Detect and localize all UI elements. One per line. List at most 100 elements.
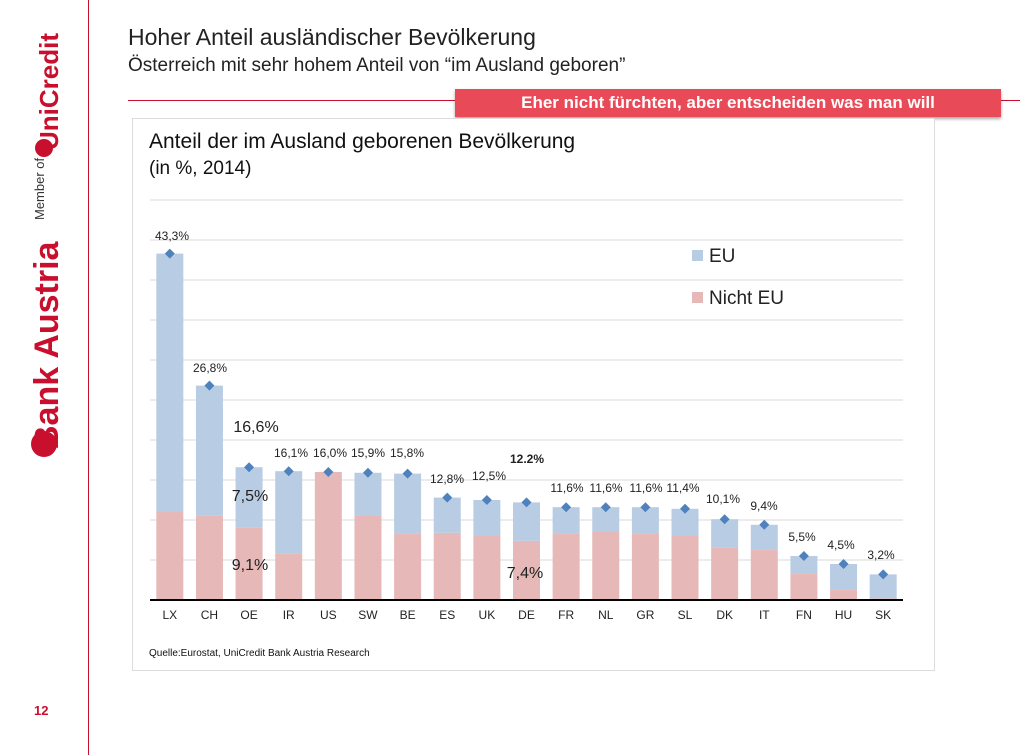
bar-segment-nicht-eu (156, 512, 184, 600)
source-note: Quelle:Eurostat, UniCredit Bank Austria … (149, 648, 370, 659)
bar-segment-nicht-eu (275, 553, 303, 600)
total-marker (640, 502, 651, 513)
total-value-label: 11,6% (589, 481, 622, 495)
bar-segment-nicht-eu (354, 516, 382, 600)
bar-segment-eu (513, 502, 540, 541)
chart-subtitle: (in %, 2014) (149, 158, 252, 179)
total-value-label: 15,9% (351, 446, 385, 460)
x-tick-label: SW (358, 608, 378, 622)
annotation-de-nicht-eu: 7,4% (507, 565, 543, 582)
side-divider-line (88, 0, 89, 755)
x-tick-label: SK (875, 608, 891, 622)
x-tick-label: ES (439, 608, 455, 622)
brand-logo: Bank Austria Member of UniCredit (28, 33, 66, 457)
bar-segment-eu (156, 253, 184, 512)
total-marker (521, 497, 532, 508)
x-tick-label: DE (518, 608, 535, 622)
bank-austria-emblem-icon (31, 431, 57, 457)
total-value-label: 43,3% (155, 229, 189, 243)
bar-segment-eu (235, 467, 263, 528)
bar-segment-nicht-eu (394, 533, 422, 600)
total-value-label: 11,6% (629, 481, 662, 495)
total-value-label: 12.2% (510, 452, 544, 466)
bar-segment-nicht-eu (671, 536, 699, 600)
total-marker (680, 503, 691, 514)
bar-segment-nicht-eu (750, 549, 778, 600)
chart-title: Anteil der im Ausland geborenen Bevölker… (149, 130, 576, 153)
total-value-label: 11,4% (666, 481, 699, 495)
bank-austria-wordmark: Bank Austria (28, 240, 66, 450)
bar-segment-nicht-eu (552, 533, 580, 600)
total-value-label: 10,1% (706, 492, 740, 506)
total-marker (442, 492, 453, 503)
annotation-oe-eu: 7,5% (232, 488, 268, 505)
total-value-label: 4,5% (827, 538, 855, 552)
bar-segment-eu (195, 385, 223, 516)
total-marker (878, 569, 889, 580)
total-value-label: 12,8% (430, 472, 464, 486)
legend-label: Nicht EU (709, 288, 784, 309)
total-marker (283, 466, 294, 477)
total-marker (164, 248, 175, 259)
total-value-label: 3,2% (867, 548, 895, 562)
bar-segment-eu (394, 473, 422, 534)
member-of-text: Member of (32, 157, 47, 220)
legend-swatch (692, 250, 703, 261)
bar-segment-eu (275, 471, 303, 554)
x-tick-label: GR (636, 608, 654, 622)
x-tick-label: NL (598, 608, 614, 622)
total-marker (244, 462, 255, 473)
unicredit-emblem-icon (35, 139, 53, 157)
total-marker (481, 495, 492, 505)
total-value-label: 16,1% (274, 446, 308, 460)
bar-segment-eu (354, 472, 382, 516)
bar-segment-nicht-eu (631, 533, 659, 600)
bar-segment-nicht-eu (592, 532, 620, 600)
page-subtitle: Österreich mit sehr hohem Anteil von “im… (128, 55, 626, 76)
total-marker (362, 467, 373, 478)
total-marker (204, 380, 215, 391)
annotation-oe-nicht-eu: 9,1% (232, 557, 268, 574)
total-marker (798, 551, 809, 561)
bar-segment-nicht-eu (314, 472, 342, 600)
x-tick-label: OE (240, 608, 257, 622)
total-value-label: 5,5% (788, 530, 816, 544)
bar-segment-nicht-eu (473, 536, 501, 600)
total-marker (600, 502, 611, 513)
total-value-label: 11,6% (550, 481, 583, 495)
bar-segment-nicht-eu (711, 547, 739, 600)
x-tick-label: LX (162, 608, 177, 622)
total-marker (561, 502, 572, 513)
x-tick-label: FN (796, 608, 812, 622)
bar-segment-nicht-eu (235, 527, 263, 600)
total-value-label: 26,8% (193, 361, 227, 375)
page-title: Hoher Anteil ausländischer Bevölkerung (128, 24, 536, 50)
bar-segment-eu (433, 497, 461, 533)
total-value-label: 15,8% (390, 446, 424, 460)
x-tick-label: SL (678, 608, 693, 622)
total-marker (323, 467, 334, 477)
total-marker (759, 519, 770, 530)
total-value-label: 16,6% (233, 419, 278, 436)
bar-segment-nicht-eu (790, 573, 818, 600)
page-number: 12 (34, 703, 49, 718)
x-tick-label: CH (201, 608, 218, 622)
x-tick-label: BE (400, 608, 416, 622)
bar-segment-nicht-eu (830, 589, 858, 600)
x-tick-label: US (320, 608, 337, 622)
x-tick-label: DK (716, 608, 733, 622)
bar-segment-eu (473, 500, 501, 536)
total-value-label: 9,4% (750, 499, 778, 513)
x-tick-label: IR (283, 608, 295, 622)
total-marker (719, 514, 730, 525)
unicredit-wordmark: UniCredit (34, 33, 64, 150)
total-value-label: 12,5% (472, 469, 506, 483)
bar-segment-nicht-eu (433, 532, 461, 600)
legend-label: EU (709, 246, 735, 267)
total-marker (838, 559, 849, 569)
bar-segment-nicht-eu (195, 515, 223, 600)
callout-banner: Eher nicht fürchten, aber entscheiden wa… (455, 89, 1001, 117)
x-tick-label: IT (759, 608, 770, 622)
x-tick-label: HU (835, 608, 852, 622)
